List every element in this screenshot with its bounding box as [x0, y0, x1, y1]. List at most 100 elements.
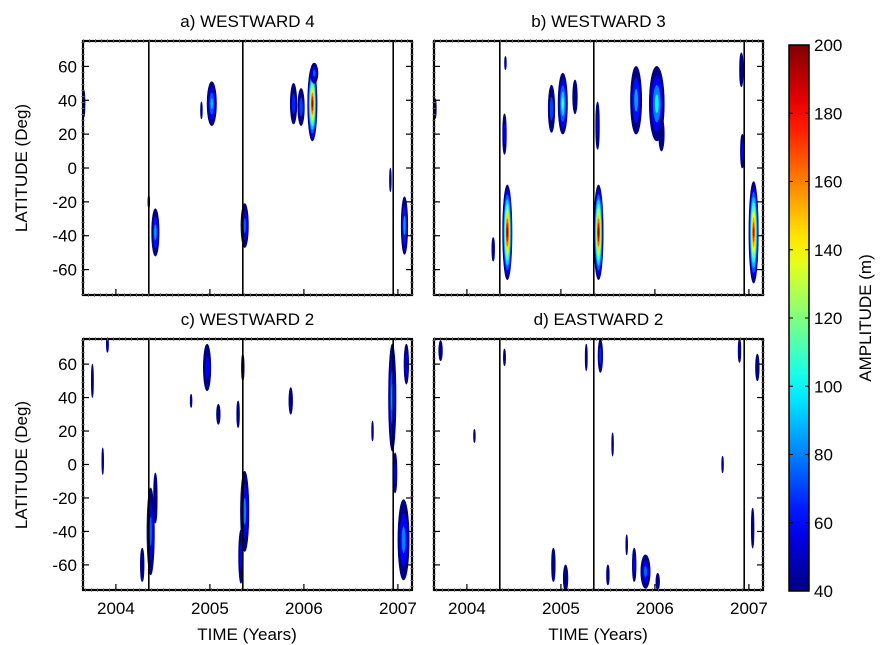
amplitude-blob [189, 393, 193, 408]
panel-title: b) WESTWARD 3 [531, 12, 665, 31]
y-tick-label: -40 [52, 522, 77, 541]
amplitude-blob [297, 88, 305, 126]
amplitude-blob [593, 184, 604, 281]
y-tick-label: 0 [68, 456, 77, 475]
amplitude-blob [310, 62, 319, 84]
amplitude-blob [140, 547, 145, 582]
panel-title: c) WESTWARD 2 [181, 310, 314, 329]
x-tick-label: 2007 [730, 599, 768, 618]
x-tick-label: 2006 [285, 599, 323, 618]
contour-layer [434, 52, 759, 284]
y-tick-label: 20 [58, 422, 77, 441]
x-tick-label: 2004 [97, 599, 135, 618]
amplitude-blob [502, 184, 513, 281]
amplitude-blob [597, 339, 604, 373]
colorbar-tick-label: 60 [814, 514, 833, 533]
colorbar-tick-label: 140 [814, 241, 842, 260]
amplitude-blob [101, 447, 104, 475]
amplitude-blob [203, 343, 212, 392]
x-tick-label: 2005 [542, 599, 580, 618]
amplitude-blob [216, 403, 221, 425]
axes-frame-minor-ticks [432, 337, 765, 592]
amplitude-blob [289, 83, 298, 125]
panel-westward-3: b) WESTWARD 3 [432, 12, 765, 297]
y-tick-label: -60 [52, 556, 77, 575]
x-tick-label: 2005 [191, 599, 229, 618]
y-tick-label: 60 [58, 57, 77, 76]
amplitude-blob [584, 343, 588, 372]
amplitude-blob [740, 133, 745, 169]
axes-frame-minor-ticks [81, 337, 414, 592]
colorbar-tick-label: 160 [814, 173, 842, 192]
amplitude-blob [502, 113, 507, 155]
amplitude-blob [504, 55, 507, 71]
y-tick-label: 60 [58, 355, 77, 374]
y-tick-label: -20 [52, 489, 77, 508]
amplitude-blob [200, 101, 203, 120]
amplitude-blob [748, 181, 759, 284]
y-tick-label: -40 [52, 227, 77, 246]
amplitude-blob [595, 101, 600, 150]
x-axis-label-right: TIME (Years) [548, 625, 648, 644]
amplitude-blob [371, 420, 374, 442]
amplitude-blob [632, 547, 637, 582]
colorbar-label: AMPLITUDE (m) [856, 254, 875, 382]
x-tick-label: 2004 [448, 599, 486, 618]
amplitude-blob [611, 432, 614, 457]
panel-eastward-2: 2004 2005 2006 2007 d) EASTWARD 2 [432, 310, 768, 618]
plot-area [434, 339, 763, 590]
y-tick-label: 0 [68, 159, 77, 178]
amplitude-blob [438, 340, 443, 362]
amplitude-blob [400, 196, 409, 255]
amplitude-blob [392, 452, 398, 494]
amplitude-blob [625, 534, 628, 556]
amplitude-blob [562, 564, 569, 590]
amplitude-blob [640, 554, 651, 589]
panel-title: a) WESTWARD 4 [180, 12, 314, 31]
y-axis-label-bottom: LATITUDE (Deg) [12, 401, 31, 529]
panel-westward-2: -60 -40 -20 0 20 40 60 2004 2005 2006 2007 c) WESTW… [52, 310, 416, 618]
amplitude-blob [606, 564, 610, 586]
colorbar-tick-label: 180 [814, 104, 842, 123]
x-tick-label: 2006 [636, 599, 674, 618]
amplitude-blob [397, 499, 410, 581]
amplitude-blob [630, 66, 643, 135]
amplitude-blob [547, 84, 556, 133]
amplitude-blob [551, 547, 556, 582]
contour-layer [83, 62, 409, 257]
amplitude-blob [557, 72, 568, 135]
x-tick-label: 2007 [379, 599, 417, 618]
amplitude-blob [473, 429, 476, 444]
amplitude-blob [307, 66, 318, 142]
y-tick-label: -20 [52, 193, 77, 212]
amplitude-blob [755, 353, 760, 382]
colorbar-tick-label: 40 [814, 582, 833, 601]
amplitude-blob [572, 79, 578, 115]
amplitude-blob [153, 472, 158, 524]
panel-title: d) EASTWARD 2 [534, 310, 664, 329]
amplitude-blob [151, 208, 160, 257]
amplitude-blob [739, 52, 744, 88]
colorbar: 40 60 80 100 120 140 160 180 200 [788, 36, 842, 601]
colorbar-tick-label: 200 [814, 36, 842, 55]
y-tick-label: 40 [58, 389, 77, 408]
amplitude-blob [106, 339, 109, 353]
amplitude-blob [288, 387, 293, 415]
amplitude-blob [389, 167, 392, 193]
amplitude-blob [655, 572, 660, 590]
y-tick-label: 40 [58, 91, 77, 110]
colorbar-tick-label: 100 [814, 377, 842, 396]
plot-area [83, 339, 412, 590]
amplitude-blob [750, 507, 755, 549]
amplitude-blob [658, 116, 665, 152]
amplitude-blob [737, 339, 742, 363]
y-tick-label: 20 [58, 125, 77, 144]
amplitude-blob [90, 363, 94, 398]
x-axis-label-left: TIME (Years) [197, 625, 297, 644]
panel-westward-4: -60 -40 -20 0 20 40 60 a) WESTWARD 4 [52, 12, 414, 297]
colorbar-tick-label: 80 [814, 446, 833, 465]
y-axis-label-top: LATITUDE (Deg) [12, 104, 31, 232]
amplitude-blob [491, 237, 495, 262]
amplitude-blob [721, 455, 724, 474]
